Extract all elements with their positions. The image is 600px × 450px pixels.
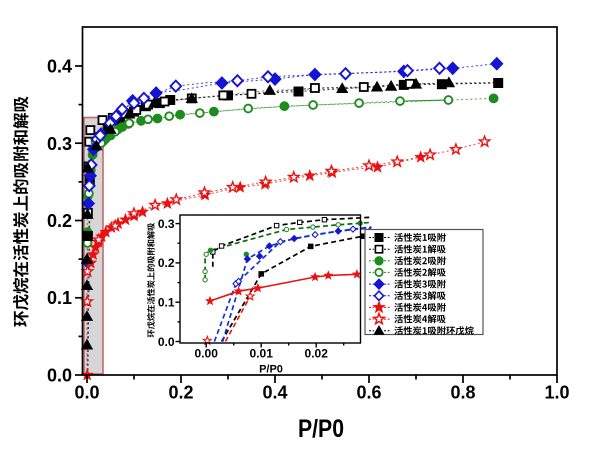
- svg-text:0.6: 0.6: [356, 383, 381, 403]
- svg-text:0.0: 0.0: [74, 383, 99, 403]
- svg-text:0.1: 0.1: [47, 288, 72, 308]
- svg-text:0.4: 0.4: [47, 57, 72, 77]
- svg-text:0.2: 0.2: [47, 211, 72, 231]
- svg-text:0.8: 0.8: [450, 383, 475, 403]
- svg-text:1.0: 1.0: [544, 383, 569, 403]
- svg-text:0.0: 0.0: [47, 366, 72, 386]
- svg-text:0.01: 0.01: [250, 347, 274, 361]
- svg-text:0.3: 0.3: [47, 134, 72, 154]
- svg-text:0.02: 0.02: [305, 347, 329, 361]
- svg-text:P/P0: P/P0: [259, 364, 283, 376]
- svg-text:0.2: 0.2: [168, 383, 193, 403]
- svg-text:0.1: 0.1: [158, 296, 175, 310]
- svg-text:P/P0: P/P0: [298, 415, 344, 443]
- svg-text:0.3: 0.3: [158, 217, 175, 231]
- svg-text:0.2: 0.2: [158, 256, 175, 270]
- svg-text:0.00: 0.00: [195, 347, 219, 361]
- svg-text:0.4: 0.4: [262, 383, 287, 403]
- svg-text:0.0: 0.0: [158, 335, 175, 349]
